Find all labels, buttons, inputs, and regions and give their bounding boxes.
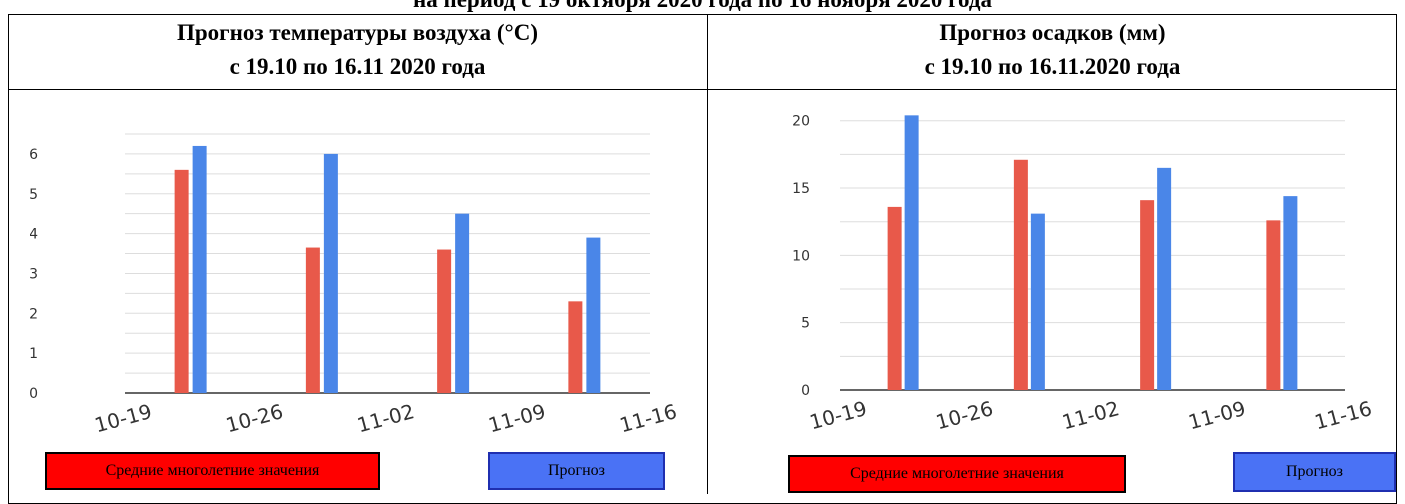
legend-norm-temperature: Средние многолетние значения [45,452,380,490]
legend-norm-precipitation: Средние многолетние значения [788,455,1126,493]
legend-forecast-label: Прогноз [548,462,605,479]
bar-forecast [1157,167,1172,390]
bar-forecast [192,145,207,393]
bar-norm [568,301,583,393]
precipitation-header: Прогноз осадков (мм) с 19.10 по 16.11.20… [708,16,1397,84]
y-tick-label: 3 [30,266,38,282]
bar-forecast [323,153,338,393]
x-tick-label: 11-02 [355,399,417,437]
legend-forecast-temperature: Прогноз [488,452,665,490]
bar-forecast [1283,196,1298,390]
bar-norm [305,247,320,393]
bar-forecast [455,213,470,393]
bar-forecast [586,237,601,393]
x-tick-label: 10-26 [933,396,995,434]
x-tick-label: 10-26 [223,399,285,437]
legend-norm-label: Средние многолетние значения [850,465,1064,482]
y-tick-label: 6 [30,147,38,163]
header-divider [8,89,1397,90]
bar-forecast [904,115,919,390]
y-tick-label: 5 [801,316,810,332]
bar-norm [1140,200,1155,390]
y-tick-label: 0 [801,383,810,399]
bar-norm [1266,220,1281,390]
legend-forecast-label: Прогноз [1286,463,1343,480]
temperature-header: Прогноз температуры воздуха (°С) с 19.10… [8,16,707,84]
bar-norm [1013,159,1028,390]
x-tick-label: 10-19 [92,399,154,437]
x-tick-label: 10-19 [807,396,869,434]
y-tick-label: 2 [30,306,38,322]
y-tick-label: 20 [792,114,810,130]
x-tick-label: 11-16 [1312,396,1374,434]
x-tick-label: 11-09 [486,399,548,437]
y-tick-label: 4 [30,227,38,243]
x-tick-label: 11-02 [1060,396,1122,434]
page-title: на период с 19 октября 2020 года по 16 н… [0,0,1405,13]
bar-norm [437,249,452,393]
x-tick-label: 11-09 [1186,396,1248,434]
temperature-chart: 0 1 2 3 4 5 6 10-19 10-26 11-02 11-09 11-16 [30,133,679,437]
legend-forecast-precipitation: Прогноз [1233,452,1396,492]
y-tick-label: 10 [792,248,810,264]
y-tick-label: 1 [30,346,38,362]
bar-norm [887,206,902,390]
x-tick-label: 11-16 [617,399,679,437]
legend-norm-label: Средние многолетние значения [105,462,320,479]
precipitation-chart: 0 5 10 15 20 10-19 10-26 11-02 11-09 11-16 [792,114,1374,435]
temperature-period: с 19.10 по 16.11 2020 года [229,54,486,79]
bar-forecast [1030,213,1045,390]
precipitation-title: Прогноз осадков (мм) [939,20,1166,45]
y-tick-label: 15 [792,181,810,197]
bar-norm [174,169,189,393]
y-tick-label: 5 [30,187,38,203]
column-divider [707,14,708,494]
precipitation-period: с 19.10 по 16.11.2020 года [924,54,1181,79]
temperature-title: Прогноз температуры воздуха (°С) [177,20,538,45]
y-tick-label: 0 [30,386,38,402]
